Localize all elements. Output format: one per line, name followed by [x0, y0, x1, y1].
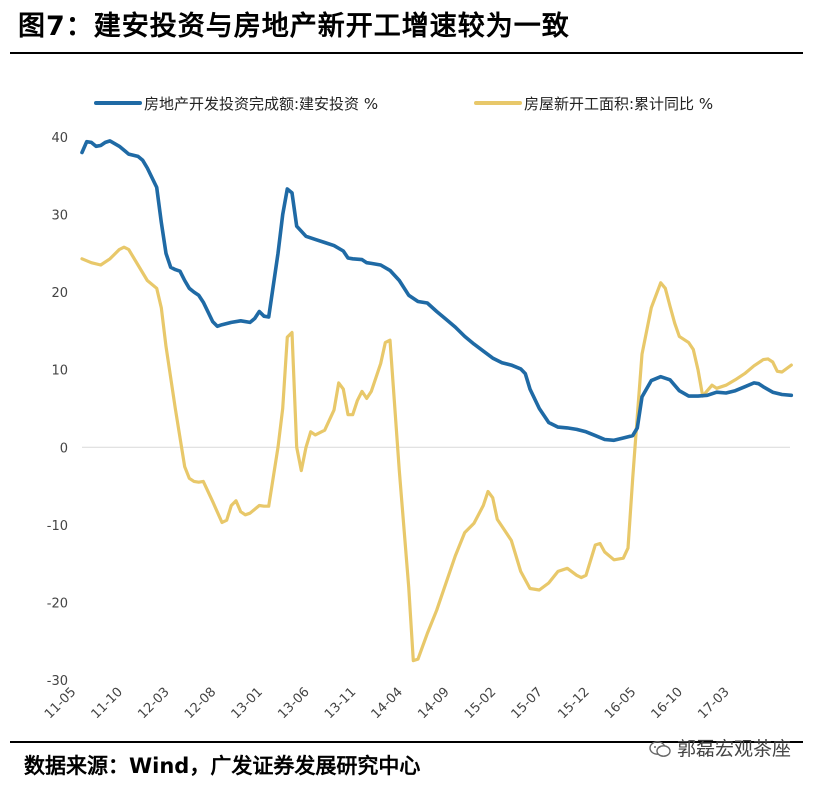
- y-tick-label: 10: [51, 364, 68, 379]
- legend-label-construction-investment: 房地产开发投资完成额:建安投资 %: [144, 95, 378, 113]
- watermark: 郭磊宏观茶座: [649, 734, 791, 764]
- x-tick-label: 14-04: [369, 685, 406, 722]
- top-rule: [10, 52, 803, 54]
- x-tick-label: 13-01: [229, 685, 266, 722]
- x-tick-label: 17-03: [695, 685, 732, 722]
- x-tick-label: 15-07: [509, 685, 546, 722]
- figure-title: 图7：建安投资与房地产新开工增速较为一致: [18, 11, 570, 42]
- line-chart: 房地产开发投资完成额:建安投资 % 房屋新开工面积:累计同比 % 40 30 20 1…: [42, 95, 794, 722]
- data-source-note: 数据来源：Wind，广发证券发展研究中心: [24, 754, 421, 778]
- x-tick-label: 11-05: [42, 685, 79, 722]
- y-tick-label: 0: [60, 441, 68, 456]
- x-tick-label: 12-08: [182, 685, 219, 722]
- x-tick-label: 12-03: [135, 685, 172, 722]
- series-line-construction-investment: [80, 139, 794, 443]
- watermark-text: 郭磊宏观茶座: [676, 738, 791, 760]
- y-tick-label: -30: [47, 674, 68, 689]
- y-axis-ticks: 40 30 20 10 0 -10 -20 -30: [47, 131, 68, 689]
- y-tick-label: -20: [47, 596, 68, 611]
- y-tick-label: -10: [47, 519, 68, 534]
- bottom-rule: [10, 741, 803, 743]
- x-tick-label: 15-02: [462, 685, 499, 722]
- legend: 房地产开发投资完成额:建安投资 % 房屋新开工面积:累计同比 %: [94, 95, 713, 113]
- x-tick-label: 16-10: [649, 685, 686, 722]
- x-tick-label: 13-11: [322, 685, 359, 722]
- legend-label-new-starts: 房屋新开工面积:累计同比 %: [524, 95, 713, 113]
- y-tick-label: 20: [51, 286, 68, 301]
- x-tick-label: 13-06: [275, 685, 312, 722]
- x-tick-label: 11-10: [89, 685, 126, 722]
- x-tick-label: 14-09: [415, 685, 452, 722]
- x-axis-ticks: 11-05 11-10 12-03 12-08 13-01 13-06 13-11 14-04…: [42, 685, 733, 722]
- x-tick-label: 16-05: [602, 685, 639, 722]
- y-tick-label: 40: [51, 131, 68, 146]
- series-line-new-starts: [80, 245, 793, 663]
- wechat-icon: [649, 741, 671, 757]
- x-tick-label: 15-12: [555, 685, 592, 722]
- y-tick-label: 30: [51, 209, 68, 224]
